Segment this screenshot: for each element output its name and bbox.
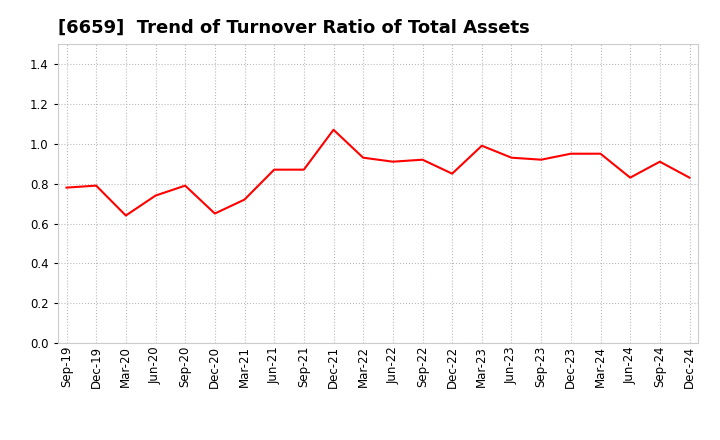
- Text: [6659]  Trend of Turnover Ratio of Total Assets: [6659] Trend of Turnover Ratio of Total …: [58, 19, 529, 37]
